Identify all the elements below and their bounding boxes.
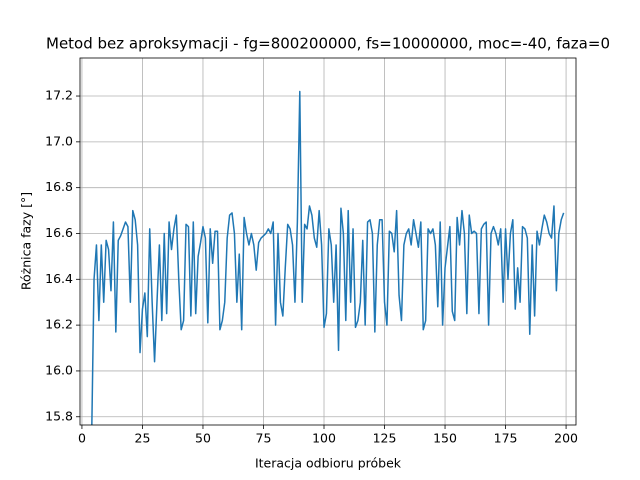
axes-frame [79, 57, 577, 426]
plot-area [91, 90, 565, 425]
x-tick-label: 175 [494, 431, 518, 446]
y-tick-label: 16.2 [45, 317, 73, 332]
y-tick-label: 16.6 [45, 225, 73, 240]
x-tick-label: 125 [373, 431, 397, 446]
y-tick-label: 16.0 [45, 362, 73, 377]
x-tick-label: 75 [256, 431, 272, 446]
x-tick-label: 200 [554, 431, 578, 446]
x-axis-label: Iteracja odbioru próbek [255, 456, 402, 471]
x-tick-label: 50 [195, 431, 211, 446]
x-tick-label: 0 [78, 431, 86, 446]
y-axis-label: Różnica fazy [°] [19, 192, 34, 290]
y-tick-label: 16.4 [45, 271, 73, 286]
y-tick-label: 17.0 [45, 133, 73, 148]
x-tick-label: 150 [433, 431, 457, 446]
y-tick-label: 16.8 [45, 179, 73, 194]
chart-title: Metod bez aproksymacji - fg=800200000, f… [46, 35, 610, 53]
data-line [91, 90, 565, 425]
x-tick-label: 100 [312, 431, 336, 446]
y-tick-label: 17.2 [45, 88, 73, 103]
x-tick-label: 25 [135, 431, 151, 446]
y-tick-label: 15.8 [45, 408, 73, 423]
